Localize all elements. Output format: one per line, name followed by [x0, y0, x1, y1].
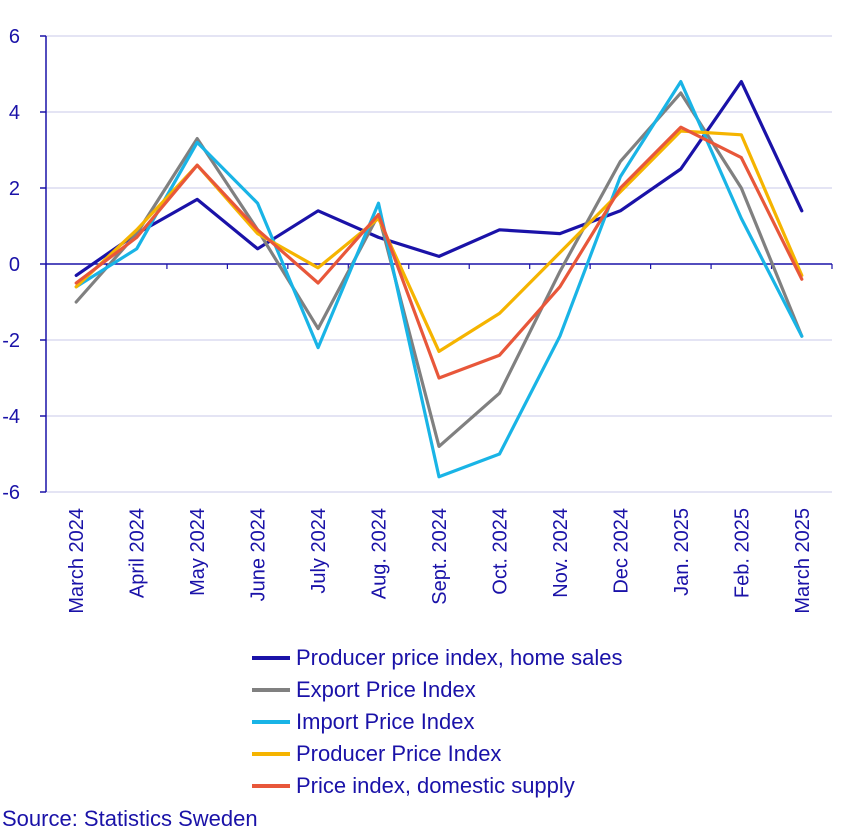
x-tick-label: March 2025 — [792, 508, 814, 614]
x-tick-label: Sept. 2024 — [429, 508, 451, 605]
y-tick-label: 0 — [9, 254, 20, 276]
legend-swatch-4 — [252, 784, 290, 788]
y-tick-label: 2 — [9, 178, 20, 200]
x-tick-label: Aug. 2024 — [369, 508, 391, 599]
legend-swatch-3 — [252, 752, 290, 756]
zero-axis — [45, 263, 833, 269]
series-line-1 — [74, 91, 804, 448]
legend-label: Producer Price Index — [296, 741, 502, 766]
legend-label: Export Price Index — [296, 677, 476, 702]
x-tick-label: Feb. 2025 — [731, 508, 753, 598]
legend-item: Price index, domestic supply — [252, 770, 623, 802]
legend-label: Import Price Index — [296, 709, 475, 734]
line-chart: 6 4 2 0 -2 -4 -6 March 2024 April 2024 May 2024 J… — [2, 26, 833, 614]
legend: Producer price index, home sales Export … — [252, 642, 623, 802]
x-tick-label: April 2024 — [127, 508, 149, 598]
series-line-0 — [74, 79, 804, 277]
y-tick-label: -2 — [2, 330, 20, 352]
x-tick-label: Jan. 2025 — [671, 508, 693, 596]
y-tick-label: -6 — [2, 482, 20, 504]
x-tick-label: May 2024 — [187, 508, 209, 596]
legend-swatch-1 — [252, 688, 290, 692]
y-tick-label: 6 — [9, 26, 20, 48]
legend-item: Producer price index, home sales — [252, 642, 623, 674]
x-tick-label: March 2024 — [66, 508, 88, 614]
legend-item: Export Price Index — [252, 674, 623, 706]
legend-item: Producer Price Index — [252, 738, 623, 770]
x-tick-label: Dec 2024 — [610, 508, 632, 594]
y-tick-label: 4 — [9, 102, 20, 124]
legend-swatch-0 — [252, 656, 290, 660]
legend-label: Price index, domestic supply — [296, 773, 575, 798]
source-note: Source: Statistics Sweden — [2, 806, 258, 831]
y-axis-ticks: 6 4 2 0 -2 -4 -6 — [2, 26, 47, 504]
series-lines — [74, 79, 804, 479]
x-tick-label: June 2024 — [248, 508, 270, 601]
series-line-4 — [74, 125, 804, 380]
series-line-2 — [74, 79, 804, 479]
x-axis-ticks: March 2024 April 2024 May 2024 June 2024 Jul… — [66, 508, 814, 614]
x-tick-label: Oct. 2024 — [489, 508, 511, 595]
legend-label: Producer price index, home sales — [296, 645, 623, 670]
legend-swatch-2 — [252, 720, 290, 724]
y-tick-label: -4 — [2, 406, 20, 428]
legend-item: Import Price Index — [252, 706, 623, 738]
x-tick-label: July 2024 — [308, 508, 330, 594]
x-tick-label: Nov. 2024 — [550, 508, 572, 598]
